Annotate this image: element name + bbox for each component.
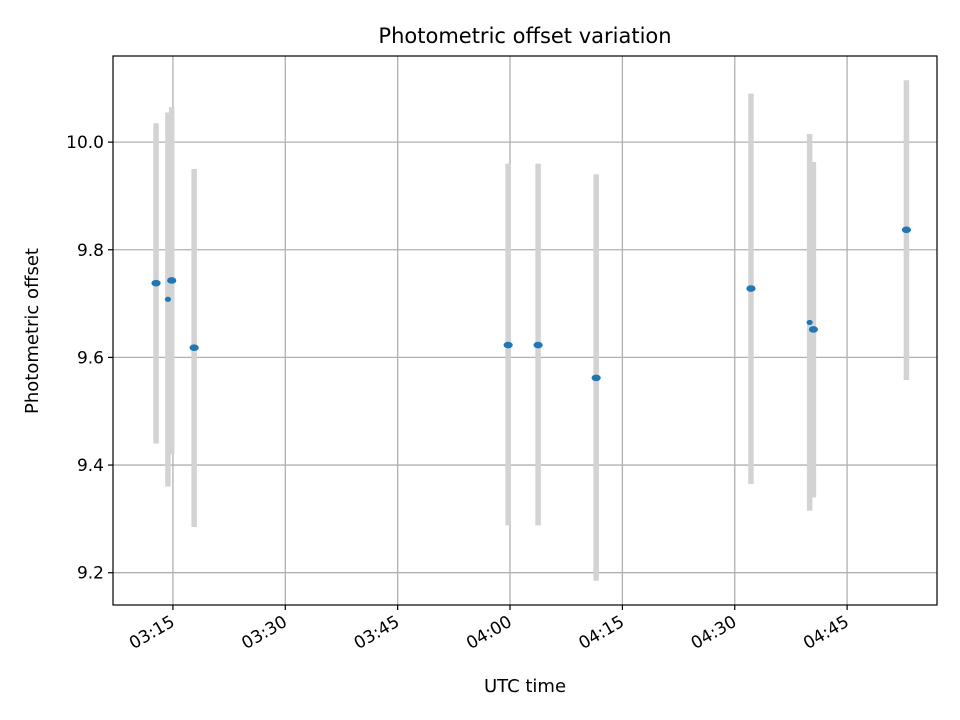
y-tick-label: 9.6 [77, 348, 104, 368]
y-axis-label: Photometric offset [22, 248, 43, 414]
y-axis-ticks: 9.2 9.4 9.6 9.8 10.0 [66, 133, 113, 584]
data-point [164, 296, 172, 302]
data-point [151, 279, 161, 287]
plot-frame [112, 55, 938, 606]
x-axis-label: UTC time [484, 676, 566, 697]
y-tick-label: 10.0 [66, 133, 104, 153]
y-tick-label: 9.4 [77, 456, 104, 476]
data-point [808, 326, 819, 333]
data-point [806, 319, 813, 326]
gridlines [113, 56, 937, 605]
plot-area [113, 56, 937, 605]
data-point [189, 344, 199, 352]
y-tick-label: 9.8 [77, 241, 104, 261]
data-point [167, 277, 177, 284]
data-point [533, 341, 543, 349]
data-point [901, 226, 912, 234]
data-point [591, 374, 601, 382]
chart-title: Photometric offset variation [378, 24, 671, 48]
data-points [151, 226, 912, 382]
data-point [746, 285, 756, 292]
data-point [503, 341, 513, 349]
y-tick-label: 9.2 [77, 564, 104, 584]
